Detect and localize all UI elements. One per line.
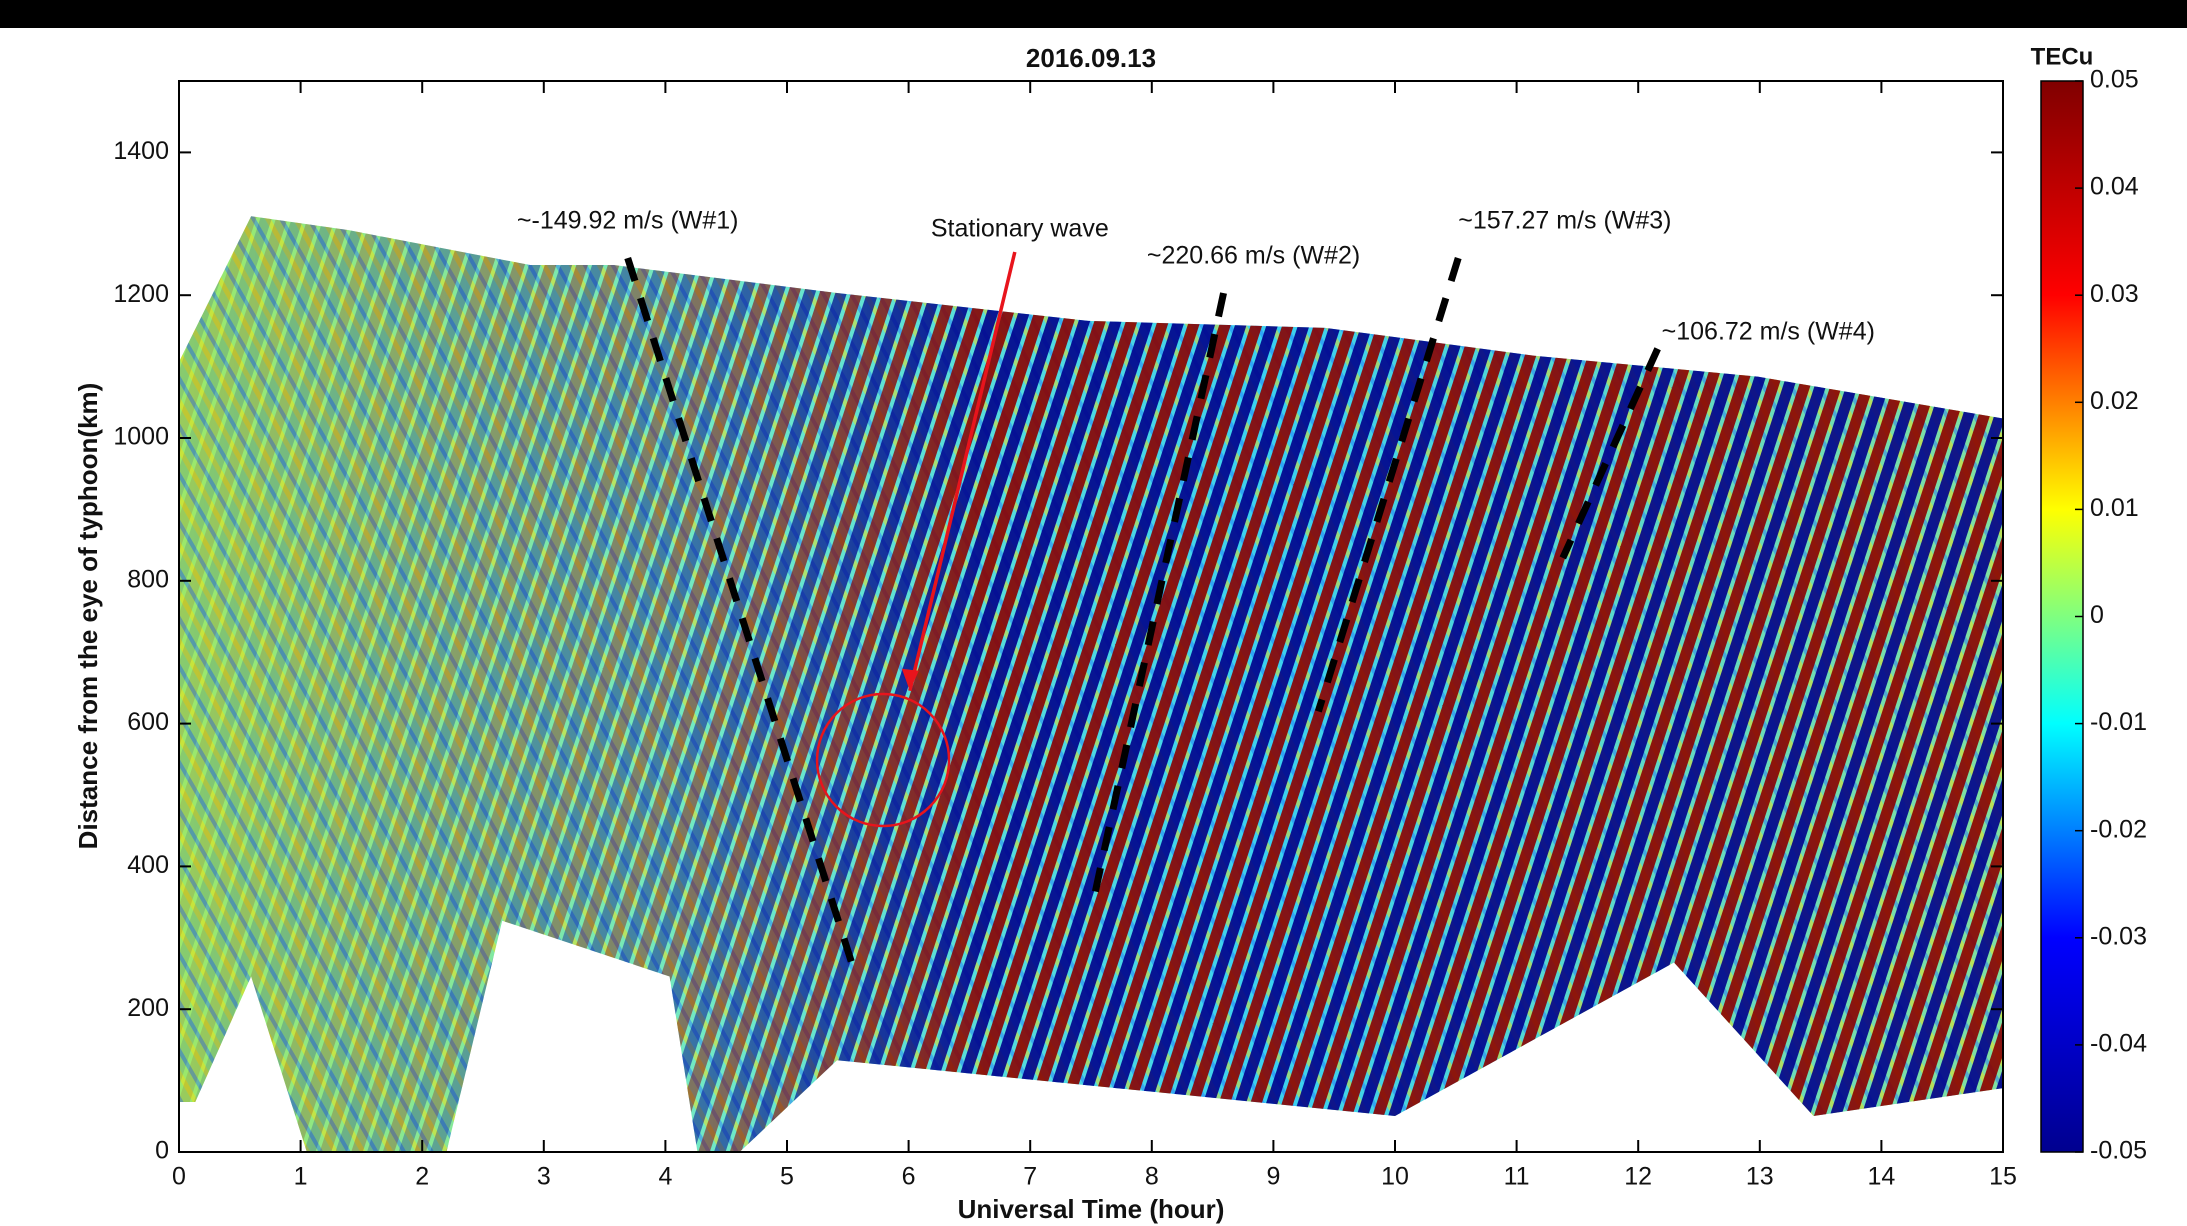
x-tick-label: 8 xyxy=(1145,1163,1159,1191)
x-tick-label: 1 xyxy=(294,1163,308,1191)
stationary-arrow xyxy=(908,251,1017,692)
wave-speed-label: ~220.66 m/s (W#2) xyxy=(1147,242,1360,270)
chart-title: 2016.09.13 xyxy=(1026,43,1156,73)
x-tick-label: 11 xyxy=(1504,1163,1530,1191)
colorbar-tick-label: 0.05 xyxy=(2090,66,2139,94)
x-tick-label: 4 xyxy=(658,1163,672,1191)
y-tick-label: 600 xyxy=(127,708,169,736)
x-tick-label: 3 xyxy=(537,1163,551,1191)
wave-fit-line xyxy=(1088,292,1227,908)
colorbar-tick-label: 0 xyxy=(2090,601,2104,629)
y-tick-label: 0 xyxy=(155,1137,169,1165)
x-tick-label: 12 xyxy=(1624,1163,1652,1191)
stationary-circle xyxy=(815,692,951,828)
wave-fit-line xyxy=(1559,347,1661,560)
colorbar-tick-label: -0.02 xyxy=(2090,815,2147,843)
y-tick-label: 1400 xyxy=(113,137,169,165)
colorbar-label: TECu xyxy=(2031,43,2094,70)
colorbar-tick-label: 0.04 xyxy=(2090,173,2139,201)
stationary-arrowhead xyxy=(901,668,919,691)
x-tick-label: 6 xyxy=(902,1163,916,1191)
stationary-label: Stationary wave xyxy=(931,215,1109,243)
x-tick-label: 0 xyxy=(172,1163,186,1191)
top-bar xyxy=(0,0,2187,28)
x-tick-label: 9 xyxy=(1266,1163,1280,1191)
colorbar-tick-label: 0.03 xyxy=(2090,280,2139,308)
colorbar-tick-label: -0.03 xyxy=(2090,922,2147,950)
x-axis-label: Universal Time (hour) xyxy=(958,1194,1225,1224)
y-axis-label: Distance from the eye of typhoon(km) xyxy=(73,383,103,850)
x-tick-label: 10 xyxy=(1381,1163,1409,1191)
y-tick-label: 1000 xyxy=(113,423,169,451)
wave-speed-label: ~106.72 m/s (W#4) xyxy=(1662,317,1875,345)
x-tick-label: 15 xyxy=(1989,1163,2017,1191)
y-tick-label: 1200 xyxy=(113,280,169,308)
y-tick-label: 800 xyxy=(127,565,169,593)
heatmap-field xyxy=(179,216,2003,1152)
x-tick-label: 7 xyxy=(1023,1163,1037,1191)
colorbar-tick-label: -0.04 xyxy=(2090,1030,2147,1058)
wave-fit-line xyxy=(1315,257,1462,713)
colorbar-tick-label: -0.01 xyxy=(2090,708,2147,736)
y-tick-label: 400 xyxy=(127,851,169,879)
colorbar-tick-label: 0.01 xyxy=(2090,494,2139,522)
wave-speed-label: ~157.27 m/s (W#3) xyxy=(1458,207,1671,235)
x-tick-label: 13 xyxy=(1746,1163,1774,1191)
plot-frame xyxy=(178,80,2004,1153)
x-tick-label: 14 xyxy=(1867,1163,1895,1191)
wave-speed-label: ~-149.92 m/s (W#1) xyxy=(517,207,739,235)
x-tick-label: 5 xyxy=(780,1163,794,1191)
y-tick-label: 200 xyxy=(127,994,169,1022)
x-tick-label: 2 xyxy=(415,1163,429,1191)
colorbar-tick-label: 0.02 xyxy=(2090,387,2139,415)
colorbar-tick-label: -0.05 xyxy=(2090,1137,2147,1165)
